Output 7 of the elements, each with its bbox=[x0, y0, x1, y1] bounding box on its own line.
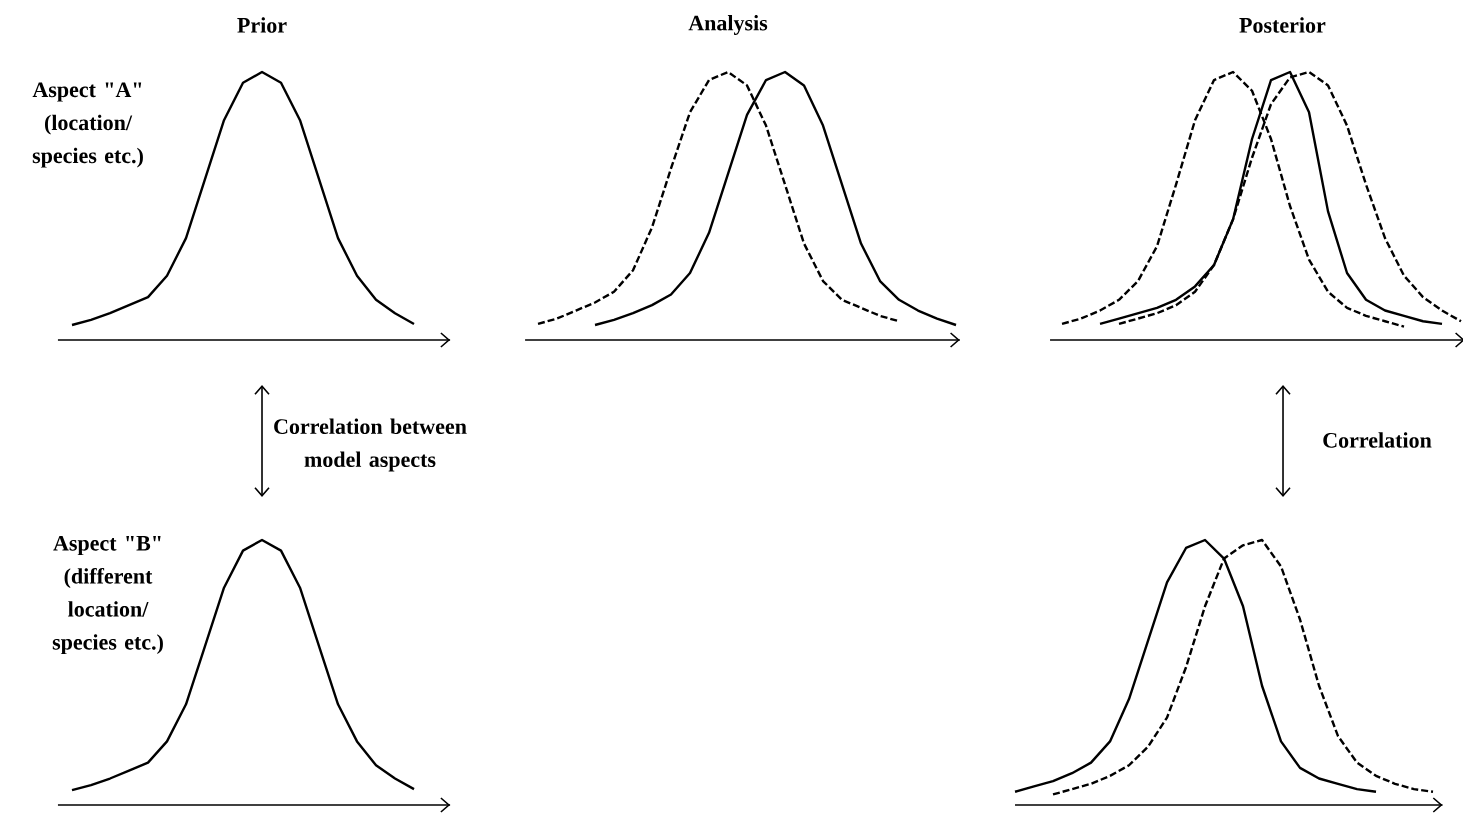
chart-title: Prior bbox=[237, 17, 287, 33]
text: Correlation bbox=[1323, 432, 1432, 448]
chart-title: Analysis bbox=[688, 15, 768, 36]
text: Correlation between model aspects bbox=[274, 418, 467, 472]
chart-title: Posterior bbox=[1239, 17, 1326, 33]
annotation: Aspect "B" (different location/ species etc.) bbox=[52, 535, 163, 655]
annotation: Aspect "A" (location/ species etc.) bbox=[32, 82, 143, 168]
